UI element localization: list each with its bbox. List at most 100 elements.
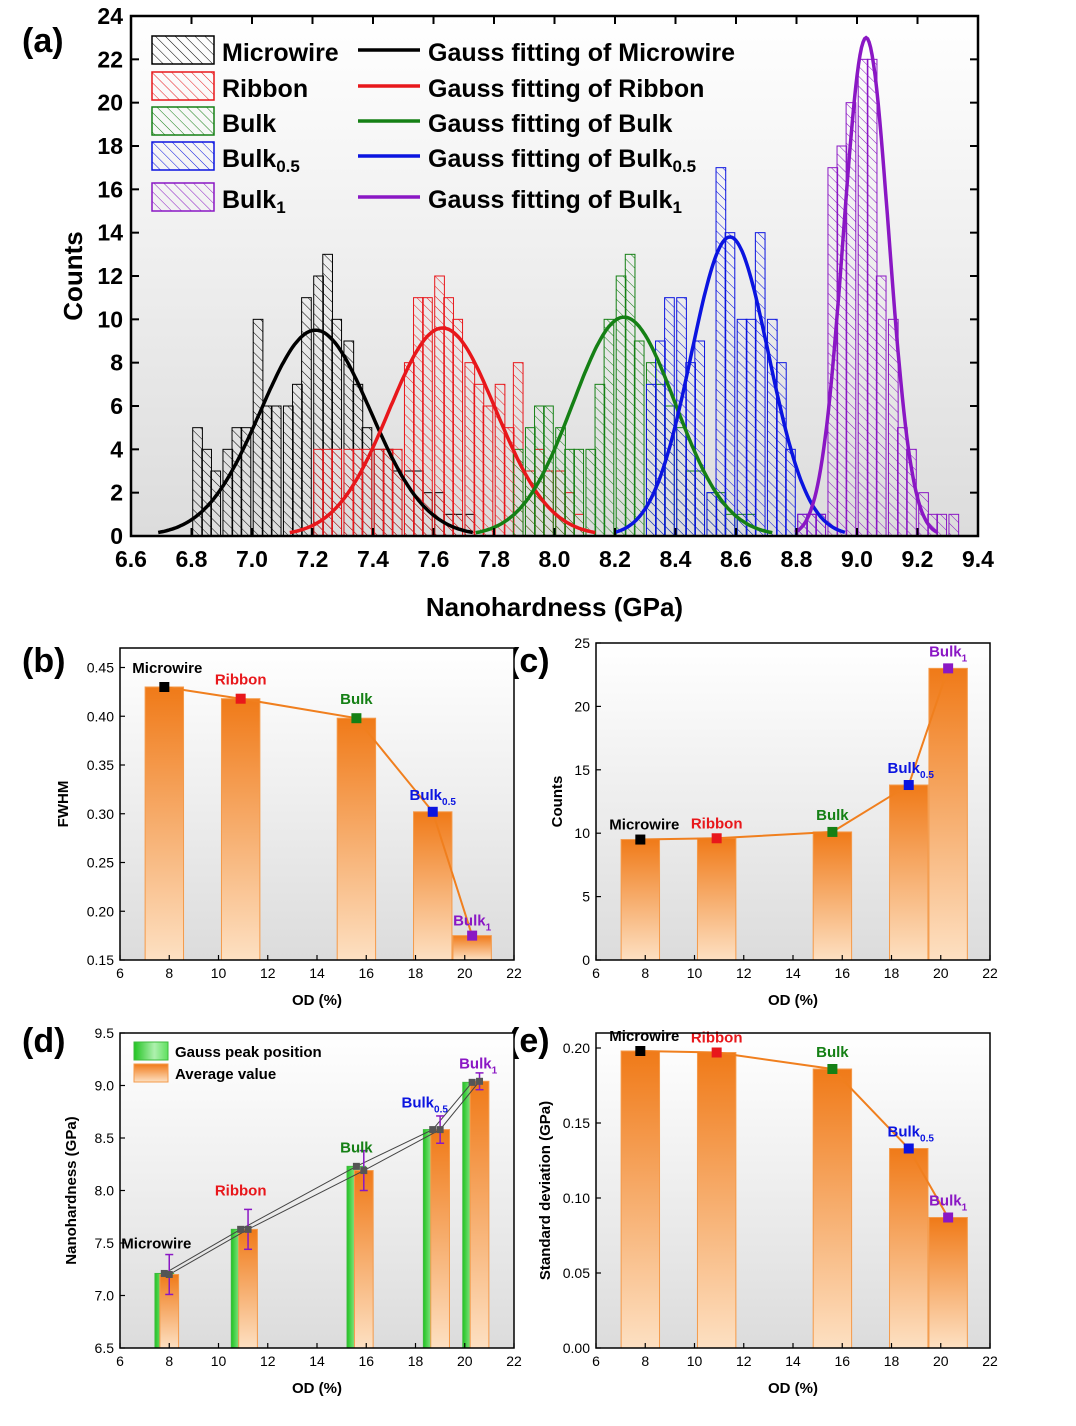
- value-bar: [413, 811, 453, 961]
- x-tick-label: 12: [260, 1353, 276, 1369]
- x-tick-label: 7.4: [357, 546, 389, 572]
- data-label: Bulk: [816, 807, 849, 824]
- x-tick-label: 20: [933, 1353, 949, 1369]
- y-tick-label: 6: [110, 393, 123, 419]
- data-point-marker: [635, 1046, 646, 1056]
- histogram-bar: [261, 405, 273, 537]
- legend-label-fit-main: Gauss fitting of Microwire: [428, 39, 735, 67]
- data-label: Ribbon: [691, 815, 743, 832]
- data-point-marker: [903, 1143, 914, 1154]
- data-point-marker: [827, 826, 838, 837]
- data-label-main: Bulk: [340, 691, 373, 708]
- y-tick-label: 4: [110, 436, 123, 462]
- data-point-marker: [711, 833, 722, 844]
- histogram-bar: [282, 405, 294, 537]
- data-label: Microwire: [609, 1028, 679, 1045]
- x-tick-label: 8: [641, 965, 649, 981]
- data-label: Microwire: [121, 1236, 191, 1253]
- legend-label-fit: Gauss fitting of Bulk0.5: [428, 145, 696, 176]
- x-tick-label: 6.6: [115, 546, 147, 572]
- x-tick-label: 6: [592, 1353, 600, 1369]
- histogram-bar: [331, 448, 343, 537]
- panel-label-d: (d): [22, 1022, 65, 1060]
- data-point-marker: [943, 663, 954, 674]
- histogram-bar: [231, 427, 243, 537]
- legend-label-hist-main: Bulk: [222, 110, 276, 138]
- histogram-bar: [857, 58, 869, 537]
- x-tick-label: 7.8: [478, 546, 510, 572]
- data-point-marker: [711, 1047, 722, 1058]
- data-point-marker: [827, 1064, 838, 1074]
- data-label-main: Bulk: [888, 1124, 921, 1141]
- x-tick-label: 8: [165, 1353, 173, 1369]
- x-tick-label: 7.6: [418, 546, 450, 572]
- histogram-bar: [724, 232, 736, 537]
- y-tick-label: 0.15: [563, 1115, 590, 1131]
- x-tick-label: 16: [834, 965, 850, 981]
- x-tick-label: 10: [211, 965, 227, 981]
- data-point-marker: [360, 1167, 368, 1175]
- legend-label-hist: Microwire: [222, 39, 339, 67]
- histogram-bar: [403, 362, 415, 537]
- data-label-sub: 1: [486, 923, 492, 934]
- x-tick-label: 9.4: [962, 546, 994, 572]
- data-point-marker: [160, 1269, 168, 1277]
- x-tick-label: 20: [457, 965, 473, 981]
- histogram-bar: [494, 383, 506, 537]
- y-tick-label: 0.20: [563, 1040, 590, 1056]
- y-tick-label: 0.00: [563, 1340, 590, 1356]
- legend-label-hist-sub: 1: [276, 198, 285, 217]
- legend-label-fit-main: Gauss fitting of Bulk: [428, 186, 673, 214]
- legend-label-fit-main: Gauss fitting of Bulk: [428, 145, 673, 173]
- legend-label-hist-main: Ribbon: [222, 75, 308, 103]
- histogram-bar: [754, 232, 766, 537]
- y-tick-label: 0.10: [563, 1190, 590, 1206]
- average-value-bar: [353, 1170, 374, 1349]
- y-tick-label: 0.45: [87, 660, 114, 676]
- x-tick-label: 14: [309, 1353, 325, 1369]
- histogram-bar: [936, 513, 948, 537]
- x-tick-label: 20: [933, 965, 949, 981]
- histogram-bar: [443, 297, 454, 537]
- data-point-marker: [352, 1162, 360, 1170]
- data-label: Bulk0.5: [888, 1124, 935, 1145]
- histogram-bar: [464, 362, 476, 537]
- x-tick-label: 7.0: [236, 546, 268, 572]
- y-tick-label: 16: [97, 176, 123, 202]
- x-tick-label: 18: [408, 1353, 424, 1369]
- y-tick-label: 0.25: [87, 855, 114, 871]
- data-label-main: Microwire: [609, 817, 679, 834]
- x-tick-label: 6: [116, 965, 124, 981]
- data-label: Ribbon: [215, 672, 267, 689]
- legend-label-fit-sub: 1: [672, 198, 681, 217]
- histogram-bar: [745, 318, 757, 537]
- x-tick-label: 16: [358, 965, 374, 981]
- data-label-main: Ribbon: [215, 1182, 267, 1199]
- histogram-bar: [776, 362, 787, 537]
- histogram-bar: [292, 383, 303, 537]
- data-label: Bulk1: [459, 1055, 498, 1076]
- value-bar: [696, 837, 737, 961]
- value-bar: [452, 935, 492, 961]
- y-tick-label: 0.35: [87, 757, 114, 773]
- x-axis-label: Nanohardness (GPa): [426, 592, 683, 622]
- legend-label-average: Average value: [175, 1066, 276, 1083]
- x-axis-label: OD (%): [768, 1380, 818, 1397]
- histogram-bar: [373, 448, 385, 537]
- data-label-sub: 0.5: [442, 797, 456, 808]
- x-tick-label: 6: [116, 1353, 124, 1369]
- data-label-main: Bulk: [929, 1193, 962, 1210]
- x-tick-label: 16: [358, 1353, 374, 1369]
- histogram-bar: [585, 448, 597, 537]
- x-tick-label: 10: [687, 965, 703, 981]
- x-tick-label: 14: [785, 1353, 801, 1369]
- y-tick-label: 0.20: [87, 903, 114, 919]
- y-tick-label: 0: [582, 952, 590, 968]
- y-tick-label: 0.15: [87, 952, 114, 968]
- gauss-fit-curve: [794, 35, 939, 534]
- x-tick-label: 6.8: [176, 546, 208, 572]
- y-axis-label: Standard deviation (GPa): [537, 1101, 554, 1280]
